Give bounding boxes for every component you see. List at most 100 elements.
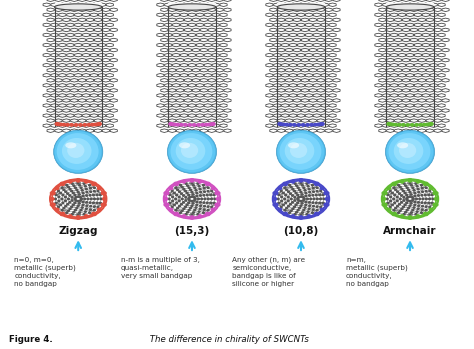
Circle shape (429, 208, 433, 211)
Circle shape (164, 203, 168, 206)
Circle shape (164, 192, 168, 194)
Circle shape (402, 124, 405, 126)
Circle shape (309, 202, 310, 203)
Circle shape (84, 180, 88, 183)
Circle shape (174, 182, 178, 185)
Circle shape (200, 192, 201, 193)
Circle shape (82, 192, 84, 194)
Circle shape (71, 190, 73, 192)
Circle shape (285, 194, 287, 196)
Circle shape (203, 202, 205, 203)
Circle shape (406, 202, 408, 203)
Circle shape (196, 201, 198, 202)
Circle shape (177, 208, 179, 209)
Ellipse shape (67, 143, 84, 158)
Circle shape (421, 188, 423, 189)
Circle shape (412, 198, 414, 200)
Circle shape (198, 211, 200, 212)
Circle shape (391, 123, 394, 126)
Circle shape (90, 206, 91, 207)
Circle shape (169, 208, 173, 211)
Circle shape (86, 195, 88, 196)
Circle shape (404, 204, 406, 206)
Circle shape (387, 123, 390, 125)
Circle shape (58, 196, 60, 198)
Circle shape (196, 192, 198, 194)
Circle shape (286, 208, 288, 209)
Circle shape (294, 200, 296, 201)
Circle shape (300, 200, 302, 202)
Circle shape (194, 187, 196, 188)
Ellipse shape (55, 4, 102, 10)
Circle shape (324, 203, 328, 206)
Circle shape (429, 187, 433, 190)
Circle shape (290, 193, 292, 194)
Circle shape (101, 203, 105, 206)
Text: n-m is a multiple of 3,
quasi-metallic,
very small bandgap: n-m is a multiple of 3, quasi-metallic, … (121, 257, 200, 279)
Circle shape (55, 123, 59, 125)
Circle shape (69, 208, 71, 209)
Circle shape (307, 180, 310, 183)
Circle shape (189, 200, 191, 201)
Circle shape (394, 194, 396, 196)
Circle shape (319, 194, 320, 196)
Circle shape (206, 194, 208, 196)
Circle shape (315, 194, 317, 196)
Circle shape (169, 123, 173, 125)
Circle shape (174, 213, 178, 216)
Circle shape (190, 217, 194, 220)
Circle shape (73, 185, 75, 186)
Circle shape (211, 187, 215, 190)
Circle shape (283, 182, 287, 185)
Circle shape (96, 202, 98, 203)
Circle shape (415, 214, 417, 215)
Ellipse shape (408, 197, 412, 201)
Circle shape (303, 198, 305, 200)
Circle shape (393, 213, 396, 215)
Circle shape (290, 186, 292, 188)
Circle shape (62, 194, 64, 196)
Circle shape (188, 187, 190, 188)
Circle shape (98, 123, 101, 125)
Circle shape (300, 216, 302, 218)
Circle shape (411, 196, 413, 198)
Circle shape (207, 187, 209, 188)
Circle shape (191, 191, 193, 193)
Circle shape (211, 206, 213, 208)
Circle shape (191, 205, 193, 207)
Circle shape (401, 195, 402, 196)
Circle shape (76, 216, 80, 218)
Circle shape (67, 198, 69, 200)
Circle shape (97, 208, 101, 211)
Circle shape (290, 210, 292, 211)
Circle shape (273, 198, 276, 200)
Circle shape (215, 192, 219, 194)
Circle shape (168, 198, 170, 200)
Circle shape (77, 182, 79, 184)
Circle shape (81, 207, 83, 208)
Circle shape (297, 209, 299, 211)
Circle shape (403, 197, 405, 198)
Circle shape (101, 192, 105, 194)
Circle shape (59, 123, 63, 126)
Circle shape (428, 198, 430, 200)
Circle shape (283, 192, 284, 194)
Circle shape (387, 187, 391, 190)
Circle shape (102, 198, 106, 200)
Circle shape (413, 207, 415, 208)
Circle shape (98, 187, 101, 190)
Circle shape (199, 208, 201, 209)
Circle shape (396, 196, 398, 198)
Circle shape (188, 202, 190, 203)
Circle shape (175, 187, 177, 188)
Circle shape (76, 207, 78, 209)
Circle shape (57, 123, 60, 126)
Circle shape (216, 192, 220, 194)
Circle shape (60, 213, 64, 216)
Text: Any other (n, m) are
semiconductive,
bandgap is like of
silicone or higher: Any other (n, m) are semiconductive, ban… (232, 257, 305, 287)
Circle shape (102, 192, 106, 194)
Circle shape (63, 208, 65, 209)
Ellipse shape (397, 142, 408, 148)
Circle shape (310, 198, 312, 200)
Circle shape (389, 206, 391, 208)
